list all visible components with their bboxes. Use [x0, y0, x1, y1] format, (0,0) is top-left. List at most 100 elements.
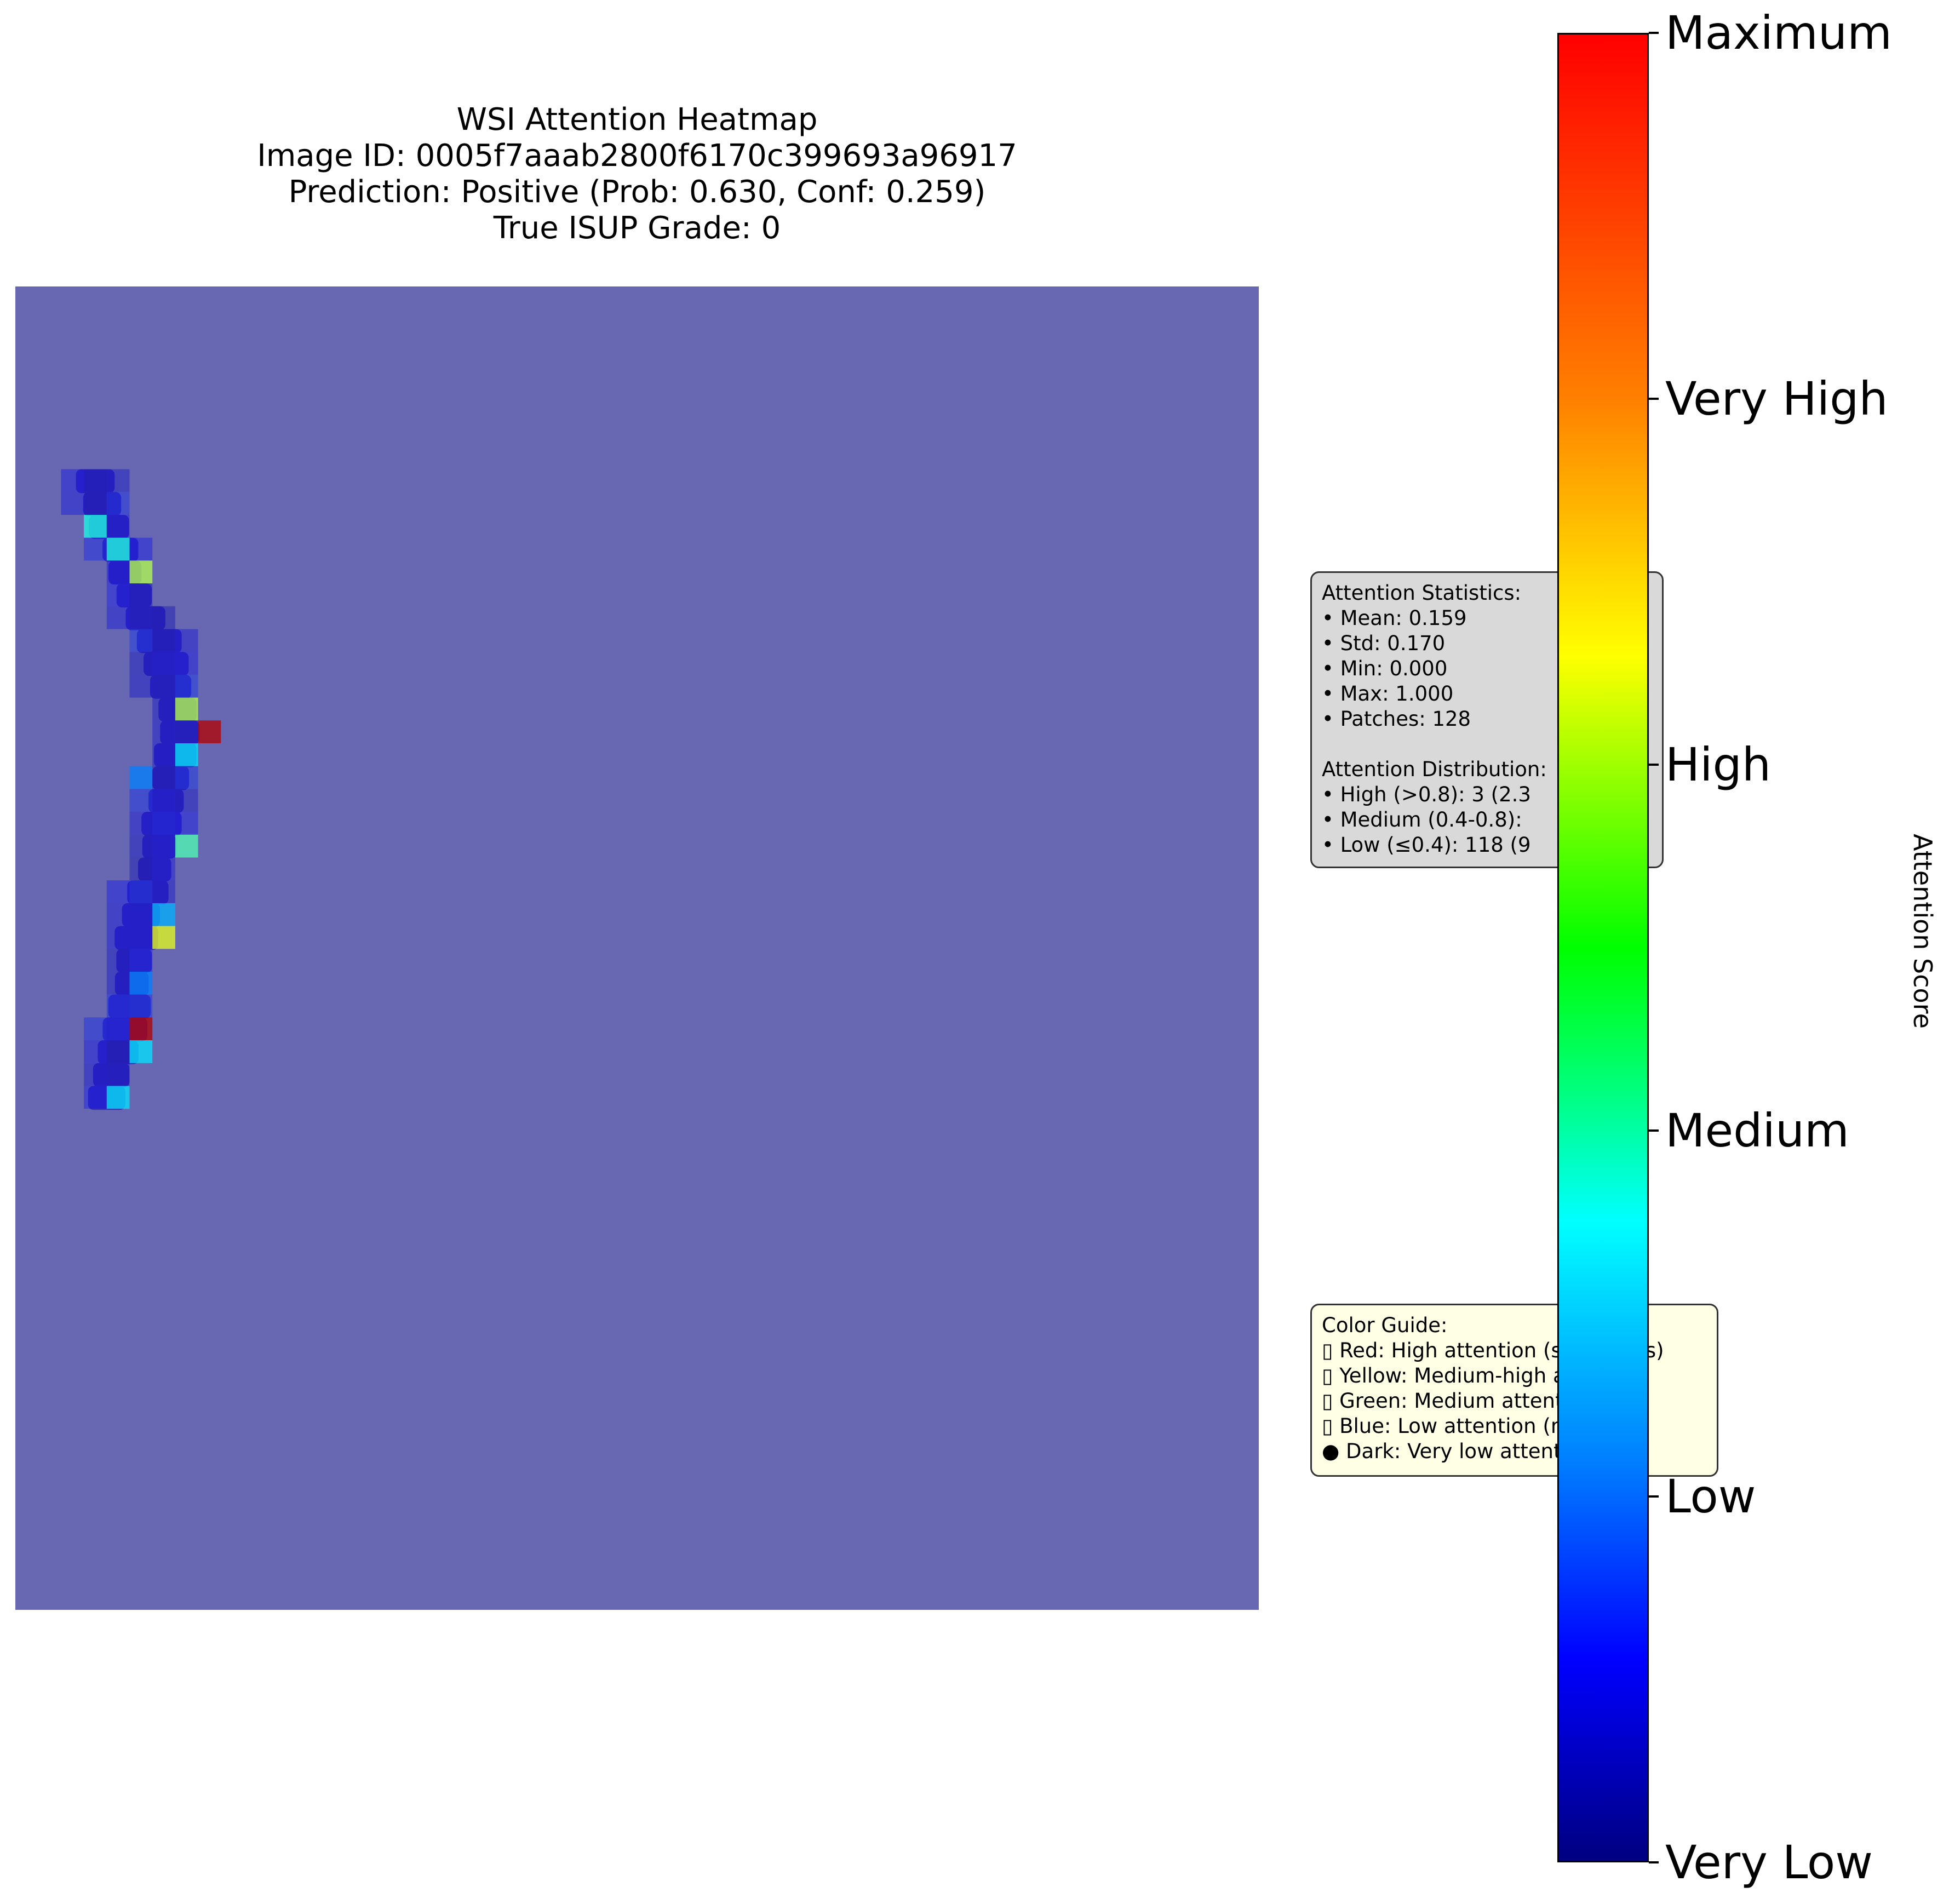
colorbar-tick-label: Maximum — [1665, 6, 1892, 60]
attention-patch — [175, 652, 198, 675]
tissue-segment — [122, 903, 160, 927]
attention-patch — [152, 743, 175, 766]
attention-patch — [129, 652, 153, 675]
attention-patch — [106, 1063, 130, 1086]
attention-patch — [198, 720, 221, 743]
attention-patch — [106, 606, 130, 629]
attention-patch — [129, 606, 153, 629]
attention-patch — [152, 720, 175, 743]
guide-line: ▯ Yellow: Medium-high attention — [1322, 1364, 1646, 1387]
attention-patch — [175, 789, 198, 812]
attention-patch — [84, 1040, 107, 1063]
colorbar-tick — [1649, 1129, 1659, 1132]
tissue-segment — [116, 583, 152, 607]
tissue-segment — [148, 789, 184, 813]
tissue-segment — [160, 720, 200, 745]
attention-patch — [152, 857, 175, 881]
tissue-segment — [125, 606, 165, 630]
attention-patch — [129, 789, 153, 812]
stats-line: • Mean: 0.159 — [1322, 606, 1467, 630]
attention-patch — [152, 674, 175, 698]
attention-patch — [106, 1086, 130, 1109]
attention-patch — [129, 766, 153, 789]
attention-patch — [152, 789, 175, 812]
chart-title: WSI Attention Heatmap Image ID: 0005f7aa… — [15, 102, 1259, 246]
tissue-segment — [108, 994, 151, 1019]
attention-patch — [84, 492, 107, 515]
attention-patch — [152, 926, 175, 949]
guide-line: ● Dark: Very low attention — [1322, 1440, 1592, 1463]
tissue-segment — [98, 1040, 139, 1064]
attention-patch — [152, 834, 175, 858]
colorbar-tick-label: Very Low — [1665, 1836, 1873, 1889]
guide-line: ▯ Red: High attention (suspicious) — [1322, 1339, 1664, 1362]
tissue-segment — [142, 834, 176, 859]
attention-patch — [106, 972, 130, 995]
stats-line: • Low (≤0.4): 118 (9 — [1322, 833, 1531, 857]
attention-patch — [175, 743, 198, 766]
attention-patch — [152, 652, 175, 675]
stats-line: Attention Statistics: — [1322, 581, 1522, 605]
tissue-segment — [152, 766, 190, 790]
attention-patch — [129, 880, 153, 903]
tissue-segment — [138, 857, 171, 882]
colorbar — [1557, 33, 1649, 1862]
stats-line: Attention Distribution: — [1322, 758, 1547, 781]
tissue-layer — [76, 469, 200, 1110]
attention-patch — [129, 834, 153, 858]
tissue-segment — [127, 880, 169, 904]
attention-patch — [106, 1040, 130, 1063]
attention-patch — [152, 606, 175, 629]
colorbar-tick-label: Low — [1665, 1470, 1756, 1523]
tissue-segment — [136, 629, 182, 653]
title-line: WSI Attention Heatmap — [456, 102, 818, 137]
attention-patch — [106, 926, 130, 949]
stats-line: • Std: 0.170 — [1322, 632, 1446, 655]
attention-patch — [84, 1086, 107, 1109]
stats-line: • Max: 1.000 — [1322, 682, 1454, 706]
heatmap-background — [15, 286, 1259, 1610]
stats-line: • Medium (0.4-0.8): — [1322, 808, 1522, 831]
attention-patch — [106, 949, 130, 972]
attention-patch — [106, 903, 130, 926]
tissue-segment — [76, 469, 115, 494]
attention-patch — [129, 972, 153, 995]
tissue-segment — [114, 926, 158, 950]
stats-line: • High (>0.8): 3 (2.3 — [1322, 783, 1531, 806]
attention-patch — [129, 949, 153, 972]
attention-patch — [129, 1017, 153, 1041]
colorbar-tick — [1649, 1495, 1659, 1498]
attention-patch — [106, 560, 130, 584]
colorbar-tick-label: Very High — [1665, 372, 1888, 426]
patch-layer — [61, 469, 221, 1109]
attention-patch — [61, 469, 84, 492]
attention-patch — [129, 926, 153, 949]
attention-patch — [84, 537, 107, 561]
attention-patch — [152, 629, 175, 652]
attention-patch — [129, 629, 153, 652]
attention-patch — [175, 629, 198, 652]
attention-patch — [175, 766, 198, 789]
color-guide-box: Color Guide: ▯ Red: High attention (susp… — [1310, 1304, 1718, 1477]
attention-patch — [129, 812, 153, 835]
attention-patch — [106, 1017, 130, 1041]
attention-patch — [106, 583, 130, 606]
guide-line: ▯ Green: Medium attention — [1322, 1389, 1594, 1413]
tissue-segment — [150, 674, 192, 699]
attention-patch — [129, 1040, 153, 1063]
title-line: True ISUP Grade: 0 — [493, 210, 781, 246]
attention-patch — [129, 994, 153, 1018]
attention-patch — [106, 994, 130, 1018]
stats-line: • Min: 0.000 — [1322, 657, 1448, 680]
attention-patch — [175, 812, 198, 835]
colorbar-tick-label: High — [1665, 738, 1772, 792]
attention-patch — [152, 880, 175, 903]
attention-patch — [152, 903, 175, 926]
colorbar-label: Attention Score — [1908, 834, 1937, 1029]
title-line: Prediction: Positive (Prob: 0.630, Conf:… — [288, 174, 986, 210]
tissue-segment — [116, 949, 152, 973]
attention-patch — [175, 674, 198, 698]
attention-patch — [84, 515, 107, 538]
tissue-segment — [93, 1063, 130, 1087]
